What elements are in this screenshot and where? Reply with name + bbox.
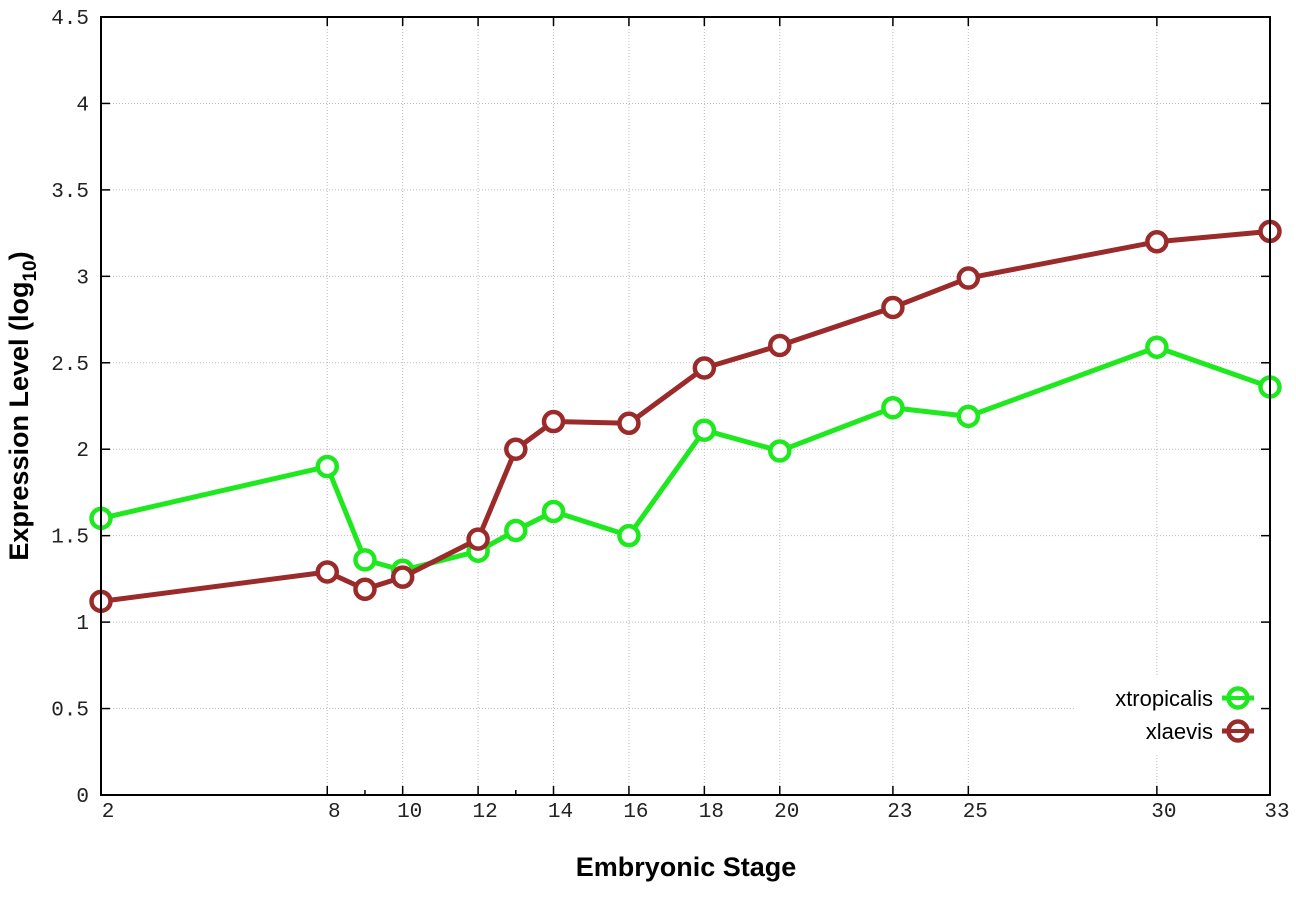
x-tick-label: 8 (328, 801, 341, 824)
data-point-xtropicalis (504, 518, 528, 543)
data-point-xtropicalis (1145, 335, 1169, 359)
data-point-xlaevis (315, 560, 340, 584)
y-tick-label: 0.5 (51, 700, 89, 723)
data-point-xlaevis (353, 577, 377, 602)
data-point-xlaevis (390, 565, 415, 589)
legend-label-xlaevis: xlaevis (1146, 719, 1213, 744)
data-point-xtropicalis (315, 454, 340, 479)
series-line-xlaevis (100, 228, 1271, 604)
y-tick-label: 4.5 (51, 8, 89, 31)
x-tick-label: 12 (472, 801, 497, 824)
data-point-xtropicalis (881, 395, 905, 420)
x-tick-label: 14 (548, 801, 573, 824)
y-axis-title: Expression Level (log10) (4, 251, 41, 560)
y-tick-label: 3.5 (51, 181, 89, 204)
data-point-xtropicalis (768, 439, 792, 463)
x-tick-label: 25 (963, 801, 988, 824)
data-point-xlaevis (1145, 230, 1169, 254)
data-point-xtropicalis (617, 523, 641, 548)
y-tick-label: 1.5 (51, 527, 89, 550)
data-point-xlaevis (768, 333, 792, 358)
data-point-xlaevis (504, 437, 528, 461)
x-tick-label: 10 (397, 801, 422, 824)
y-tick-label: 3 (76, 267, 89, 290)
x-tick-label: 2 (102, 801, 115, 824)
data-point-xlaevis (956, 266, 981, 290)
x-axis-title: Embryonic Stage (576, 852, 797, 882)
data-point-xtropicalis (956, 404, 981, 429)
legend-label-xtropicalis: xtropicalis (1115, 686, 1213, 711)
ticks: 0 0.5 1 1.5 2 2.5 3 3.5 4 4.5 2 8 10 12 14 16 18 20 23 25 30… (51, 8, 1289, 824)
plot-frame (100, 16, 1271, 796)
x-tick-label: 30 (1151, 801, 1176, 824)
x-tick-label: 20 (774, 801, 799, 824)
series-group (89, 219, 1282, 614)
y-tick-label: 1 (76, 613, 89, 636)
data-point-xlaevis (466, 527, 490, 551)
grid (101, 17, 1270, 795)
y-tick-label: 2.5 (51, 354, 89, 377)
x-tick-label: 23 (887, 801, 912, 824)
x-tick-label: 18 (699, 801, 724, 824)
data-point-xlaevis (617, 411, 641, 436)
legend: xtropicalis xlaevis (1075, 675, 1268, 755)
data-point-xlaevis (692, 356, 717, 380)
y-tick-label: 2 (76, 440, 89, 463)
x-tick-label: 33 (1264, 801, 1289, 824)
data-point-xtropicalis (692, 418, 717, 442)
data-point-xlaevis (541, 409, 566, 434)
y-tick-label: 0 (76, 786, 89, 809)
data-point-xtropicalis (353, 548, 377, 572)
x-tick-label: 16 (623, 801, 648, 824)
data-point-xtropicalis (541, 499, 566, 524)
y-tick-label: 4 (76, 94, 89, 117)
data-point-xlaevis (881, 295, 905, 320)
